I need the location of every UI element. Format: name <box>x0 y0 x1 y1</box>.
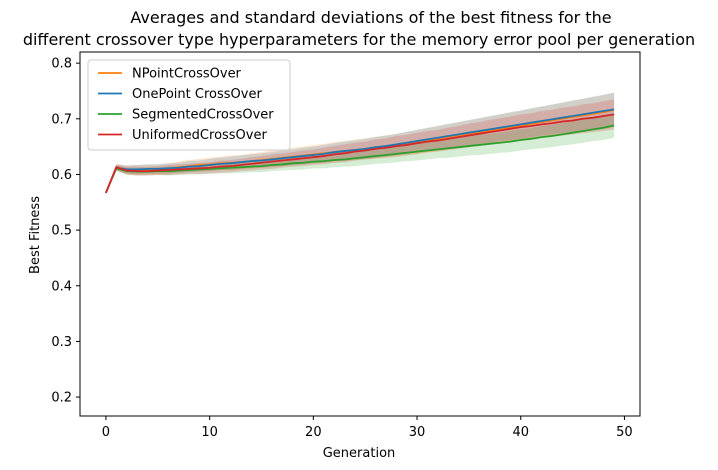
chart-title-line-1: Averages and standard deviations of the … <box>130 8 611 27</box>
y-tick-label: 0.4 <box>51 279 72 294</box>
y-axis-label: Best Fitness <box>28 196 43 274</box>
y-tick-label: 0.8 <box>51 57 72 72</box>
y-tick-label: 0.5 <box>51 224 72 239</box>
series-line-3 <box>105 113 615 194</box>
y-tick-label: 0.2 <box>51 391 72 406</box>
legend-label-2: SegmentedCrossOver <box>132 108 274 123</box>
std-band-3 <box>105 99 615 194</box>
plot-area: 0 10 20 30 40 50 0.2 0.3 0.4 0.5 0.6 0.7 0.8 <box>51 51 641 440</box>
x-tick-label: 30 <box>409 425 426 440</box>
series-line-2 <box>105 124 615 194</box>
x-tick-label: 10 <box>201 425 218 440</box>
y-tick-label: 0.3 <box>51 335 72 350</box>
x-tick-label: 50 <box>616 425 633 440</box>
legend-label-1: OnePoint CrossOver <box>132 87 262 102</box>
std-band-2 <box>105 113 615 194</box>
chart-title-line-2: different crossover type hyperparameters… <box>23 30 695 49</box>
legend-label-3: UniformedCrossOver <box>132 128 267 143</box>
legend: NPointCrossOver OnePoint CrossOver Segment… <box>87 59 291 151</box>
legend-box <box>87 59 291 151</box>
x-tick-label: 0 <box>102 425 110 440</box>
x-tick-label: 40 <box>512 425 529 440</box>
legend-label-0: NPointCrossOver <box>132 67 242 82</box>
y-tick-label: 0.6 <box>51 168 72 183</box>
std-band-1 <box>105 92 615 194</box>
x-axis-label: Generation <box>323 446 396 461</box>
y-tick-label: 0.7 <box>51 112 72 127</box>
x-tick-label: 20 <box>305 425 322 440</box>
std-band-0 <box>105 92 615 194</box>
series-line-1 <box>105 108 615 194</box>
axes-frame <box>79 51 641 417</box>
